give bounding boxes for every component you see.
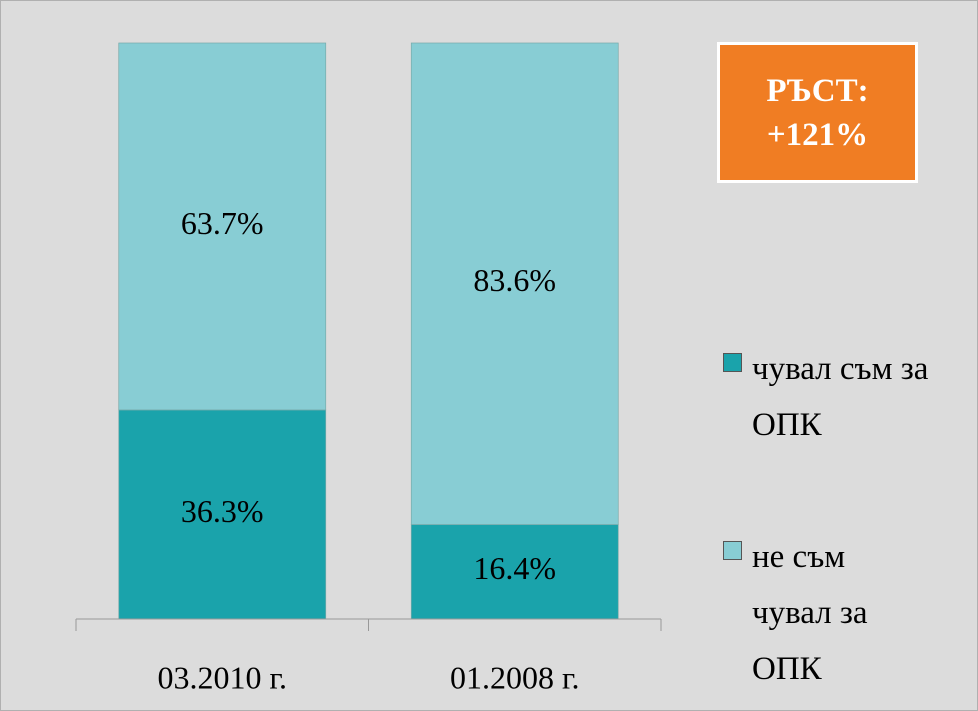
legend-label: не съм чувал за ОПК [752,539,868,687]
legend-label: чувал съм за ОПК [752,351,929,443]
legend-swatch [723,353,742,372]
x-tick-label: 03.2010 г. [157,659,287,695]
annotation: РЪСТ: +121% [717,42,918,183]
legend-swatch [723,541,742,560]
value-label: 16.4% [473,550,556,586]
value-label: 83.6% [473,262,556,298]
bar-segment [118,409,327,620]
bar-segment [118,42,327,411]
value-label: 63.7% [181,205,264,241]
x-tick-label: 01.2008 г. [450,659,580,695]
bar-segment [410,42,619,525]
legend-item: чувал съм за ОПК [723,341,933,453]
legend-item: не съм чувал за ОПК [723,529,933,697]
value-label: 36.3% [181,493,264,529]
